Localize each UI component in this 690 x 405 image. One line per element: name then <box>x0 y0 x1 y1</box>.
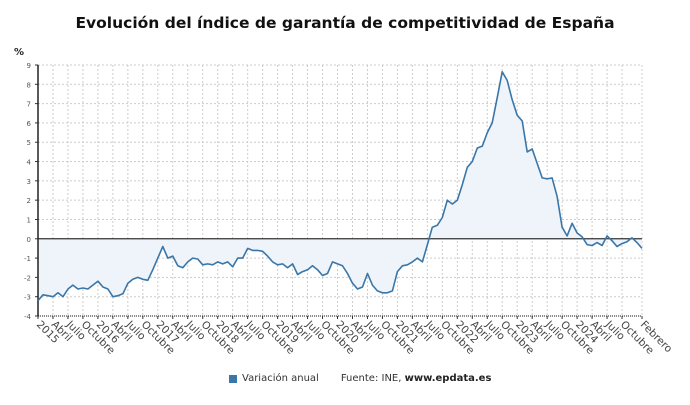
y-axis-unit: % <box>14 47 25 58</box>
source-link[interactable]: www.epdata.es <box>404 373 492 384</box>
y-tick-label: 4 <box>27 159 32 167</box>
legend: Variación anual Fuente: INE, www.epdata.… <box>229 373 491 384</box>
legend-label: Variación anual <box>242 373 319 384</box>
y-tick-label: 9 <box>27 62 31 70</box>
y-tick-label: -2 <box>24 274 31 282</box>
source-note: Fuente: INE, www.epdata.es <box>341 373 492 384</box>
y-tick-label: -1 <box>24 255 31 263</box>
chart-title: Evolución del índice de garantía de comp… <box>75 14 615 32</box>
y-tick-label: 7 <box>27 101 31 109</box>
series-line <box>37 71 643 302</box>
y-tick-label: 1 <box>27 216 31 224</box>
y-tick-label: -3 <box>24 294 31 302</box>
y-tick-label: 0 <box>27 236 31 244</box>
y-tick-label: 8 <box>27 81 31 89</box>
series-area <box>38 71 642 301</box>
y-tick-label: 5 <box>27 139 31 147</box>
y-tick-label: 6 <box>27 120 32 128</box>
source-label: Fuente: INE, <box>340 373 402 384</box>
y-tick-label: 3 <box>27 178 31 186</box>
legend-swatch <box>229 374 237 383</box>
y-tick-label: 2 <box>27 197 31 205</box>
y-tick-label: -4 <box>24 313 32 321</box>
